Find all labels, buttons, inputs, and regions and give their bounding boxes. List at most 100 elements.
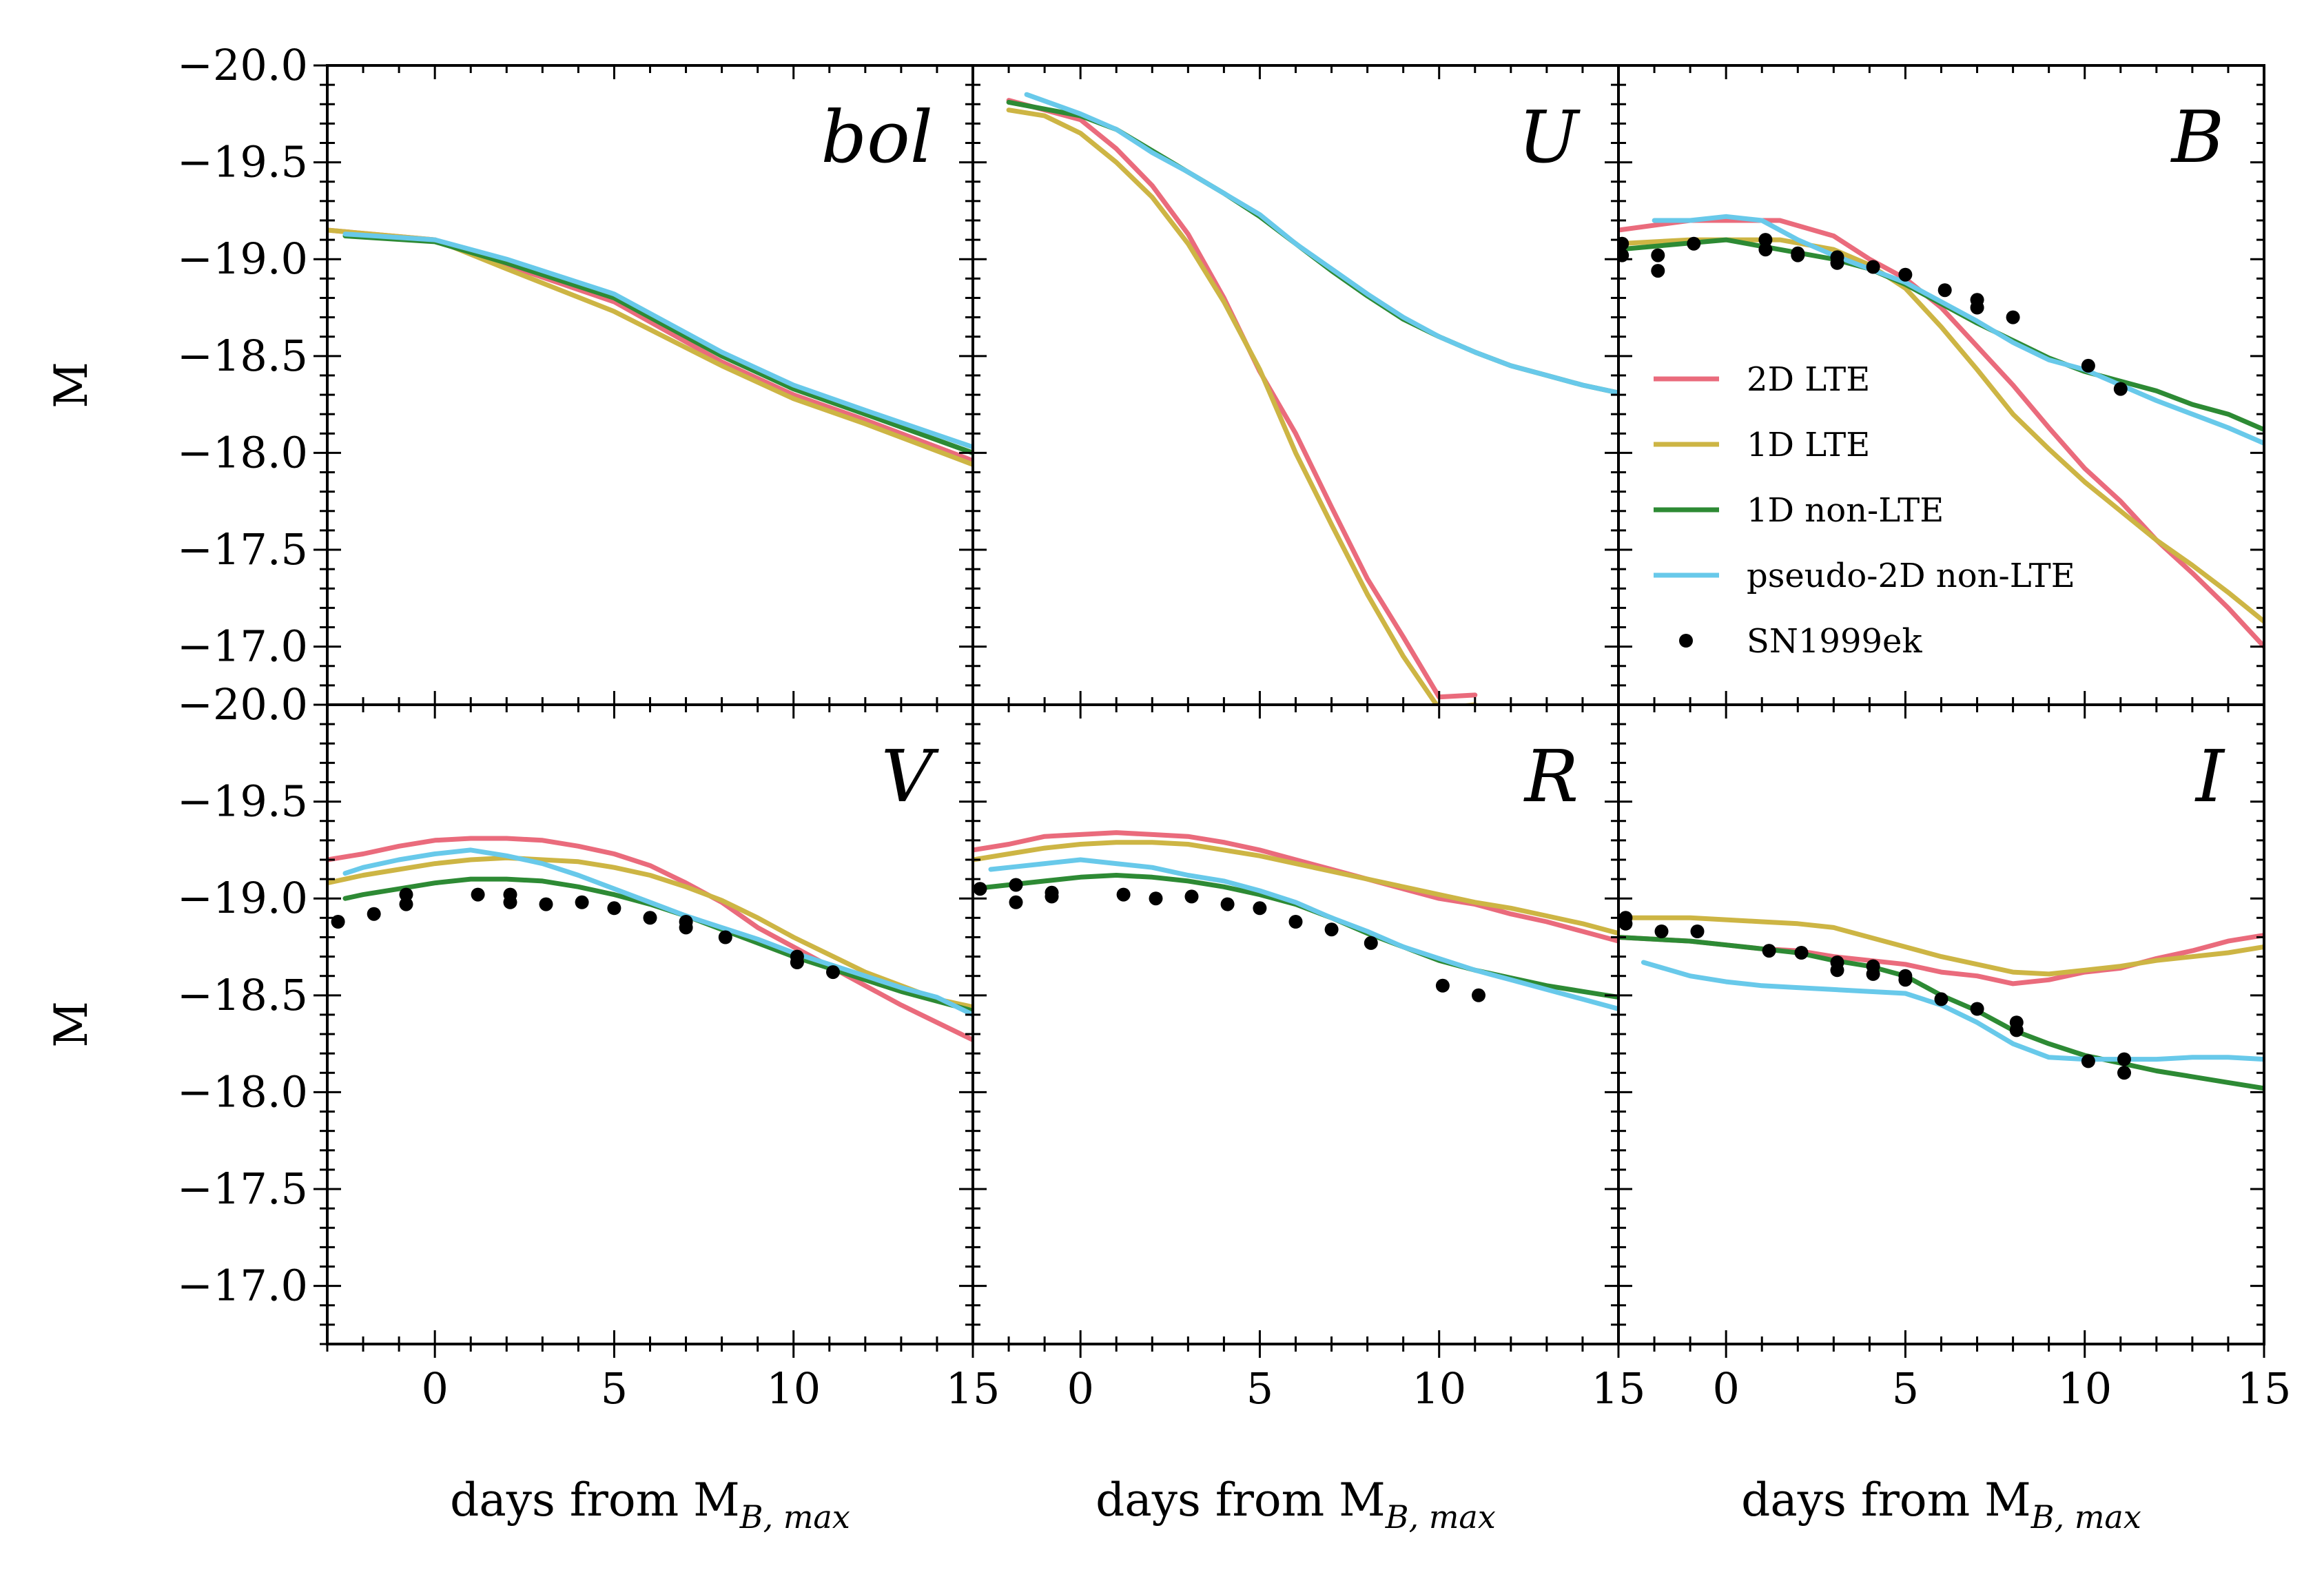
panel-i-obs-point-7 bbox=[1830, 963, 1844, 978]
legend-entry-2d-lte-label: 2D LTE bbox=[1747, 360, 1870, 399]
panel-v-ytick-label: −17.5 bbox=[177, 1164, 308, 1214]
panel-i-obs-point-2 bbox=[1654, 925, 1669, 938]
panel-r-xtick-label: 0 bbox=[1067, 1363, 1093, 1414]
panel-u-data bbox=[1006, 92, 1618, 705]
panel-r-frame bbox=[971, 703, 1620, 1345]
panel-r-obs-point-5 bbox=[1116, 887, 1131, 902]
panel-bol-series-1d-lte bbox=[327, 227, 973, 467]
panel-b-obs-point-18 bbox=[2113, 382, 2128, 396]
panel-r-xtick-label: 5 bbox=[1246, 1363, 1273, 1414]
panel-r-series-1d-lte bbox=[973, 840, 1618, 936]
panel-v-series-2d-lte bbox=[327, 836, 973, 1042]
panel-r-data bbox=[973, 830, 1618, 1011]
panel-v-ytick-label: −20.0 bbox=[177, 679, 308, 730]
panel-i-obs-point-3 bbox=[1690, 925, 1705, 938]
panel-v-obs-point-10 bbox=[643, 911, 657, 925]
x-axis-label-subscript: B, max bbox=[1385, 1498, 1496, 1536]
panel-v-obs-point-7 bbox=[539, 897, 553, 911]
panel-v-obs-point-15 bbox=[790, 956, 804, 969]
panel-v-title: V bbox=[881, 734, 939, 818]
plot-area bbox=[327, 92, 2264, 1091]
panel-bol-ytick-label: −18.0 bbox=[177, 427, 308, 477]
panel-b-obs-point-3 bbox=[1651, 264, 1665, 278]
panel-i-obs-point-15 bbox=[2009, 1023, 2024, 1037]
panel-v-xtick-label: 5 bbox=[601, 1363, 628, 1414]
panel-i-xtick-label: 0 bbox=[1712, 1363, 1739, 1414]
panel-v-obs-point-16 bbox=[826, 965, 840, 980]
panel-i-obs-point-11 bbox=[1898, 973, 1913, 987]
panel-r-obs-point-1 bbox=[1009, 878, 1023, 892]
panel-i-obs-point-18 bbox=[2117, 1066, 2131, 1080]
panel-v-obs-point-4 bbox=[471, 887, 485, 902]
x-axis-label-subscript: B, max bbox=[739, 1498, 850, 1536]
y-axis-label: M bbox=[45, 1001, 98, 1048]
panel-i-xtick-label: 15 bbox=[2237, 1363, 2292, 1414]
panel-r-obs-point-11 bbox=[1324, 922, 1339, 937]
panel-v-obs-point-3 bbox=[399, 887, 413, 902]
panel-r-obs-point-8 bbox=[1220, 897, 1235, 911]
panel-i-obs-point-4 bbox=[1762, 944, 1776, 958]
panel-i-xtick-label: 5 bbox=[1892, 1363, 1919, 1414]
panel-i-obs-point-5 bbox=[1794, 946, 1809, 960]
panel-b-obs-point-17 bbox=[2081, 358, 2095, 373]
panel-r-series-2d-lte bbox=[973, 830, 1618, 944]
panel-b-frame bbox=[1617, 64, 2265, 706]
panel-u-series-1d-lte bbox=[1006, 107, 1478, 705]
panel-i-obs-point-13 bbox=[1970, 1002, 1984, 1016]
panel-r-series-pseudo-2d-non-lte bbox=[988, 857, 1618, 1011]
panel-b-obs-point-6 bbox=[1758, 242, 1773, 257]
panel-r-obs-point-4 bbox=[1045, 889, 1059, 904]
panel-v-ytick-label: −18.5 bbox=[177, 970, 308, 1020]
panel-i-obs-point-12 bbox=[1934, 992, 1948, 1006]
panel-u-series-pseudo-2d-non-lte bbox=[1024, 92, 1618, 395]
panel-bol-ytick-label: −20.0 bbox=[177, 40, 308, 90]
panel-i-xtick-label: 10 bbox=[2057, 1363, 2112, 1414]
panel-v-xtick-label: 10 bbox=[766, 1363, 821, 1414]
panel-r-obs-point-0 bbox=[973, 882, 987, 896]
panel-v-obs-point-6 bbox=[503, 887, 517, 902]
legend-entry-sn1999ek-label: SN1999ek bbox=[1747, 622, 1922, 661]
panel-v-xtick-label: 15 bbox=[946, 1363, 1000, 1414]
panel-v-obs-point-8 bbox=[575, 895, 589, 909]
panel-v-ytick-label: −19.0 bbox=[177, 873, 308, 923]
panel-r-obs-point-9 bbox=[1253, 901, 1267, 916]
panel-v-frame bbox=[326, 703, 974, 1345]
panel-v-data bbox=[327, 836, 973, 1042]
panel-v-ytick-label: −18.0 bbox=[177, 1066, 308, 1117]
panel-b-obs-point-11 bbox=[1866, 260, 1880, 274]
panel-v-ytick-label: −19.5 bbox=[177, 776, 308, 827]
panel-v-obs-point-13 bbox=[718, 930, 732, 944]
panel-bol-ytick-label: −17.0 bbox=[177, 621, 308, 672]
panel-b-series-pseudo-2d-non-lte bbox=[1652, 214, 2264, 446]
legend-entry-pseudo-2d-non-lte-label: pseudo-2D non-LTE bbox=[1747, 557, 2075, 595]
panel-r-series-1d-non-lte bbox=[973, 873, 1618, 1000]
panel-r-xtick-label: 10 bbox=[1412, 1363, 1466, 1414]
panel-bol-ytick-label: −17.5 bbox=[177, 524, 308, 575]
panel-r-obs-point-12 bbox=[1364, 936, 1378, 950]
legend-entry-1d-lte-label: 1D LTE bbox=[1747, 426, 1870, 464]
panel-r-obs-point-10 bbox=[1288, 915, 1303, 929]
x-axis-label: days from MB, max bbox=[450, 1474, 850, 1536]
panel-b-obs-point-12 bbox=[1898, 267, 1913, 282]
panel-i-obs-point-16 bbox=[2081, 1054, 2095, 1068]
panel-bol-title: bol bbox=[821, 95, 933, 179]
panel-u-series-2d-lte bbox=[1006, 98, 1478, 700]
legend-entry-sn1999ek-swatch bbox=[1679, 634, 1693, 648]
panel-b-obs-point-8 bbox=[1791, 248, 1805, 262]
panel-v-ytick-label: −17.0 bbox=[177, 1261, 308, 1311]
panel-b-obs-point-13 bbox=[1937, 283, 1952, 298]
panel-u bbox=[1006, 92, 1618, 705]
panel-bol-series-1d-non-lte bbox=[342, 234, 973, 455]
panel-i-data bbox=[1618, 911, 2264, 1091]
panel-r-obs-point-7 bbox=[1184, 889, 1199, 904]
legend: 2D LTE 1D LTE 1D non-LTE pseudo-2D non-LTE S… bbox=[1654, 360, 2075, 661]
y-axis-label: M bbox=[45, 362, 98, 409]
panel-bol-series-pseudo-2d-non-lte bbox=[342, 231, 973, 450]
panel-u-title: U bbox=[1518, 95, 1581, 179]
panel-b-obs-point-5 bbox=[1758, 233, 1773, 247]
panel-b-obs-point-4 bbox=[1687, 236, 1701, 251]
panel-r-obs-point-13 bbox=[1435, 978, 1450, 993]
panel-b-obs-point-15 bbox=[1970, 300, 1984, 315]
